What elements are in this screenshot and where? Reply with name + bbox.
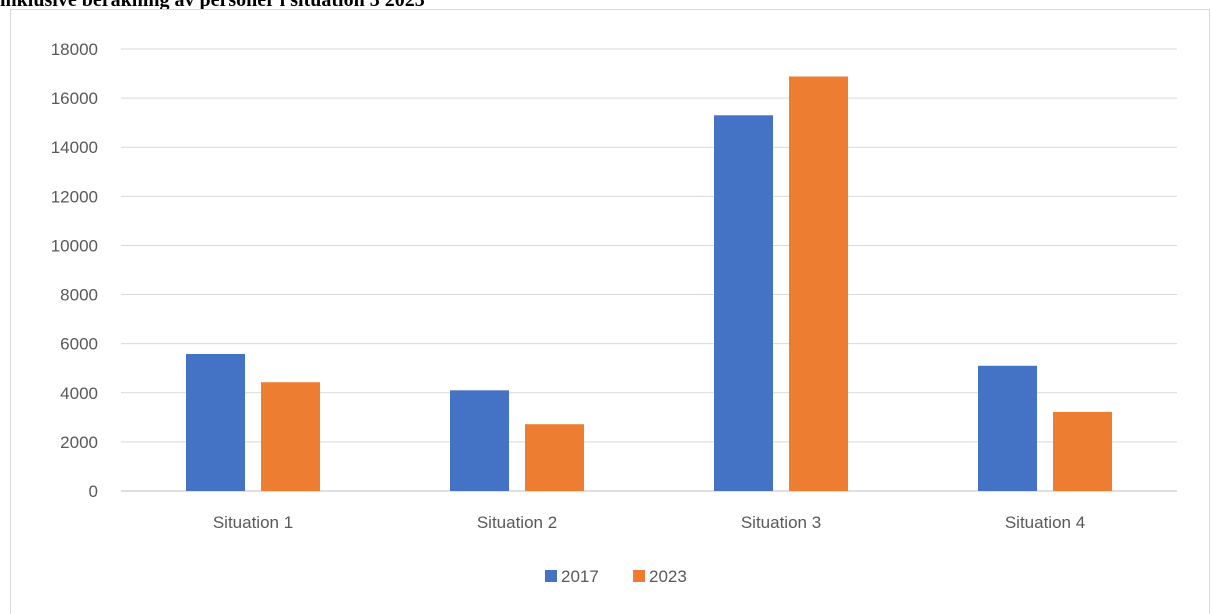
bar-2023-situation-1 xyxy=(261,382,320,491)
x-tick-label: Situation 3 xyxy=(741,513,821,532)
chart-frame xyxy=(10,9,1210,614)
x-tick-label: Situation 2 xyxy=(477,513,557,532)
y-tick-label: 14000 xyxy=(51,138,98,157)
y-tick-label: 8000 xyxy=(60,286,98,305)
bar-2023-situation-2 xyxy=(525,424,584,491)
bar-2023-situation-3 xyxy=(789,76,848,491)
legend-label: 2023 xyxy=(649,567,687,586)
bar-2017-situation-3 xyxy=(714,115,773,492)
x-tick-label: Situation 1 xyxy=(213,513,293,532)
bar-2017-situation-1 xyxy=(186,353,245,491)
y-axis-ticks: 0 2000 4000 6000 8000 10000 12000 14000 16000 180… xyxy=(51,40,98,501)
bars xyxy=(186,76,1112,492)
x-tick-label: Situation 4 xyxy=(1005,513,1085,532)
bar-2023-situation-4 xyxy=(1053,411,1112,491)
x-axis-ticks: Situation 1 Situation 2 Situation 3 Situati… xyxy=(213,513,1085,532)
legend-label: 2017 xyxy=(561,567,599,586)
y-tick-label: 18000 xyxy=(51,40,98,59)
y-tick-label: 10000 xyxy=(51,236,98,255)
y-tick-label: 16000 xyxy=(51,89,98,108)
y-tick-label: 0 xyxy=(89,482,98,501)
y-tick-label: 6000 xyxy=(60,335,98,354)
y-tick-label: 4000 xyxy=(60,384,98,403)
legend-swatch-2023 xyxy=(633,570,645,582)
legend-swatch-2017 xyxy=(545,570,557,582)
bar-2017-situation-4 xyxy=(978,365,1037,491)
y-tick-label: 2000 xyxy=(60,433,98,452)
chart-title: inklusive beräkning av personer i situat… xyxy=(0,0,425,11)
y-tick-label: 12000 xyxy=(51,187,98,206)
bar-2017-situation-2 xyxy=(450,390,509,491)
legend: 2017 2023 xyxy=(545,567,687,586)
